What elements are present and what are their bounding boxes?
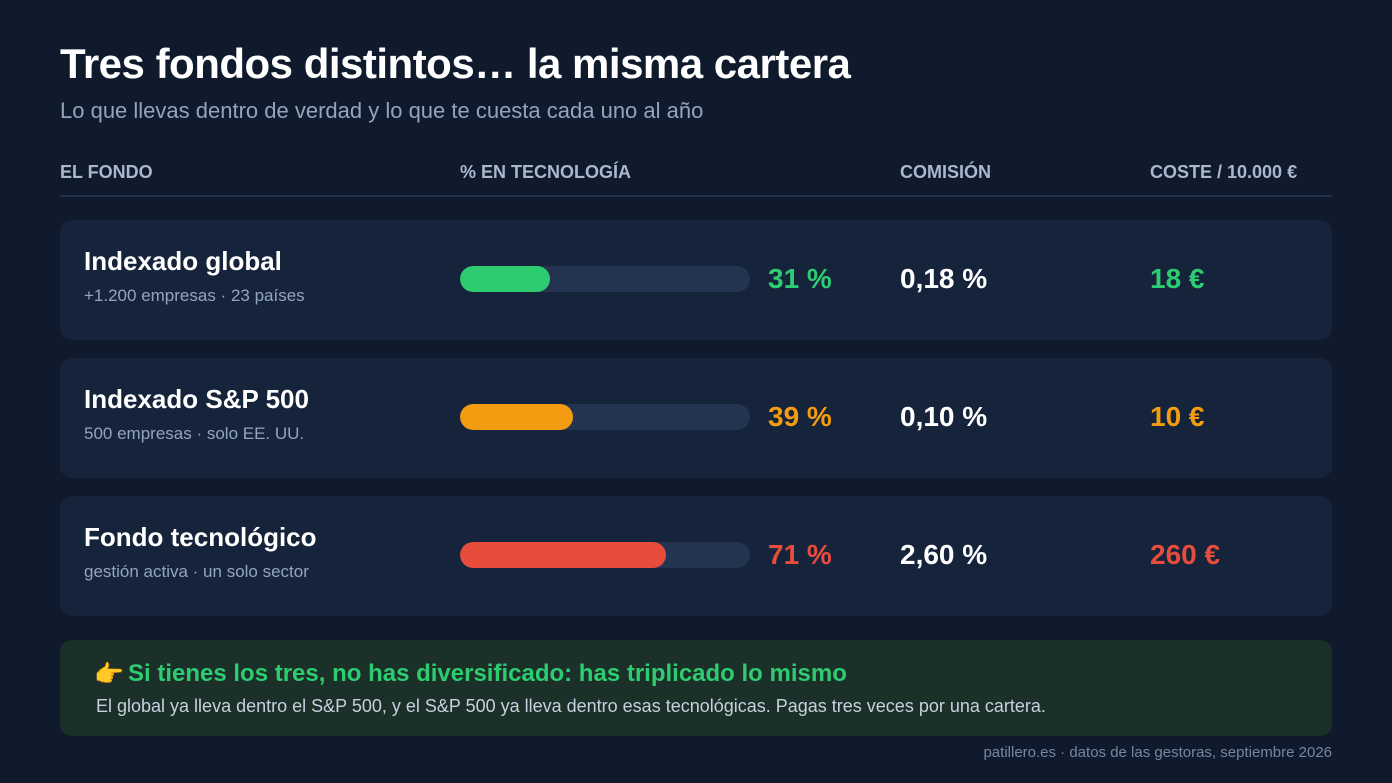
fee-value: 0,18 %	[900, 263, 988, 294]
fee-value: 2,60 %	[900, 539, 988, 570]
fund-name: Fondo tecnológico	[84, 522, 317, 552]
fund-row: Indexado global +1.200 empresas · 23 paí…	[60, 220, 1332, 340]
conclusion-callout: 👉 Si tienes los tres, no has diversifica…	[60, 640, 1332, 736]
chart-page: Tres fondos distintos… la misma cartera …	[60, 0, 1332, 783]
tech-bar	[460, 266, 550, 292]
tech-percent-label: 31 %	[768, 263, 832, 294]
source-footer: patillero.es · datos de las gestoras, se…	[983, 744, 1332, 761]
page-title: Tres fondos distintos… la misma cartera	[60, 40, 851, 87]
column-header-tech: % EN TECNOLOGÍA	[460, 162, 632, 182]
callout-headline: Si tienes los tres, no has diversificado…	[128, 660, 847, 687]
fund-row: Fondo tecnológico gestión activa · un so…	[60, 496, 1332, 616]
cost-value: 10 €	[1150, 401, 1205, 432]
fund-name: Indexado S&P 500	[84, 384, 309, 414]
pointing-hand-icon: 👉	[94, 661, 124, 688]
header-divider	[60, 195, 1332, 197]
cost-value: 260 €	[1150, 539, 1221, 570]
cost-value: 18 €	[1150, 263, 1205, 294]
tech-bar	[460, 542, 666, 568]
tech-percent-label: 39 %	[768, 401, 832, 432]
callout-text: El global ya lleva dentro el S&P 500, y …	[96, 696, 1046, 716]
tech-bar-track	[460, 542, 750, 568]
tech-bar-track	[460, 404, 750, 430]
fee-value: 0,10 %	[900, 401, 988, 432]
tech-bar-track	[460, 266, 750, 292]
fund-row: Indexado S&P 500 500 empresas · solo EE.…	[60, 358, 1332, 478]
column-header-fee: COMISIÓN	[900, 162, 992, 182]
tech-bar	[460, 404, 574, 430]
tech-percent-label: 71 %	[768, 539, 832, 570]
page-subtitle: Lo que llevas dentro de verdad y lo que …	[60, 98, 704, 123]
fund-description: gestión activa · un solo sector	[84, 562, 309, 581]
column-header-fund: EL FONDO	[60, 162, 153, 182]
column-header-cost: COSTE / 10.000 €	[1150, 162, 1298, 182]
fund-description: 500 empresas · solo EE. UU.	[84, 424, 305, 443]
fund-description: +1.200 empresas · 23 países	[84, 286, 305, 305]
fund-name: Indexado global	[84, 246, 282, 276]
